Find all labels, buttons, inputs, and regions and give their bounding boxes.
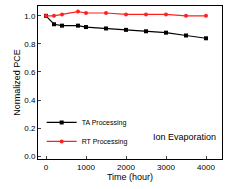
svg-text:0.0: 0.0	[24, 152, 36, 161]
svg-text:0: 0	[44, 163, 49, 172]
svg-text:3000: 3000	[157, 163, 175, 172]
svg-text:0.6: 0.6	[24, 68, 36, 77]
svg-text:Normalized PCE: Normalized PCE	[12, 49, 22, 116]
svg-text:TA Processing: TA Processing	[82, 119, 127, 127]
svg-text:4000: 4000	[197, 163, 215, 172]
svg-text:0.2: 0.2	[24, 124, 36, 133]
svg-text:2000: 2000	[117, 163, 135, 172]
svg-text:Time (hour): Time (hour)	[107, 172, 153, 182]
svg-text:1.0: 1.0	[24, 12, 36, 21]
svg-text:0.4: 0.4	[24, 96, 36, 105]
svg-text:RT Processing: RT Processing	[82, 138, 128, 146]
svg-text:Ion Evaporation: Ion Evaporation	[153, 132, 216, 142]
svg-text:1000: 1000	[77, 163, 95, 172]
svg-text:0.8: 0.8	[24, 40, 36, 49]
